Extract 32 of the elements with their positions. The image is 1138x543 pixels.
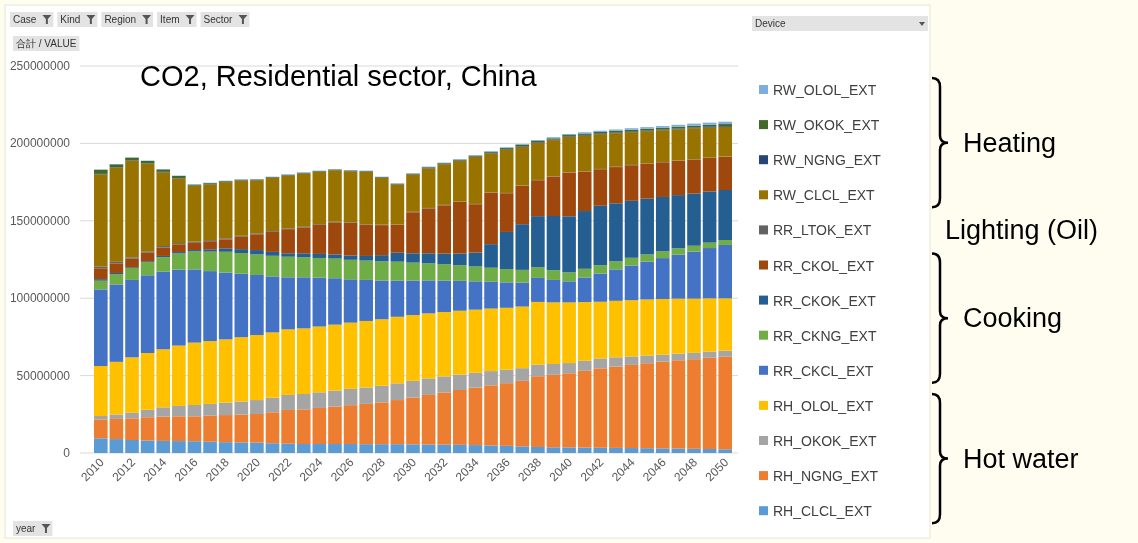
- text: Lighting (Oil): [945, 215, 1099, 246]
- x-axis-title: year: [16, 523, 37, 534]
- text: Heating: [963, 127, 1057, 158]
- text: Hot water: [963, 443, 1079, 474]
- legend-label: RR_CKCL_EXT: [773, 362, 874, 379]
- text: Cooking: [963, 303, 1063, 334]
- legend-title: Device: [755, 18, 786, 29]
- legend-label: RW_OKOK_EXT: [773, 117, 880, 134]
- chart-title: CO2, Residential sector, China: [140, 60, 538, 92]
- legend-label: RW_OLOL_EXT: [773, 82, 877, 98]
- y-axis-title: 合計 / VALUE: [16, 38, 77, 49]
- legend-label: RH_OKOK_EXT: [773, 433, 877, 449]
- legend-label: RW_NGNG_EXT: [773, 152, 882, 169]
- text: Kind: [60, 14, 81, 25]
- y-tick-label: 50000000: [16, 368, 71, 383]
- legend-label: RH_CLCL_EXT: [773, 503, 873, 520]
- legend-label: RR_LTOK_EXT: [773, 222, 872, 239]
- y-tick-label: 0: [63, 446, 71, 460]
- text: Item: [160, 14, 180, 25]
- legend-label: RH_OLOL_EXT: [773, 397, 874, 414]
- legend-label: RR_CKOL_EXT: [773, 257, 875, 274]
- y-tick-label: 100000000: [9, 291, 71, 306]
- text: Sector: [203, 14, 234, 25]
- legend-label: RH_NGNG_EXT: [773, 468, 879, 485]
- legend-label: RW_CLCL_EXT: [773, 187, 876, 204]
- y-tick-label: 150000000: [9, 213, 71, 228]
- legend-label: RR_CKOK_EXT: [773, 292, 877, 309]
- text: Case: [13, 14, 37, 25]
- text: Region: [104, 14, 137, 25]
- y-tick-label: 250000000: [9, 59, 71, 73]
- y-tick-label: 200000000: [9, 136, 71, 151]
- legend-label: RR_CKNG_EXT: [773, 327, 877, 344]
